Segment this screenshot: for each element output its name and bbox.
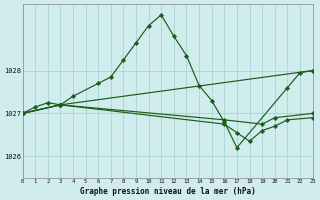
- X-axis label: Graphe pression niveau de la mer (hPa): Graphe pression niveau de la mer (hPa): [80, 187, 255, 196]
